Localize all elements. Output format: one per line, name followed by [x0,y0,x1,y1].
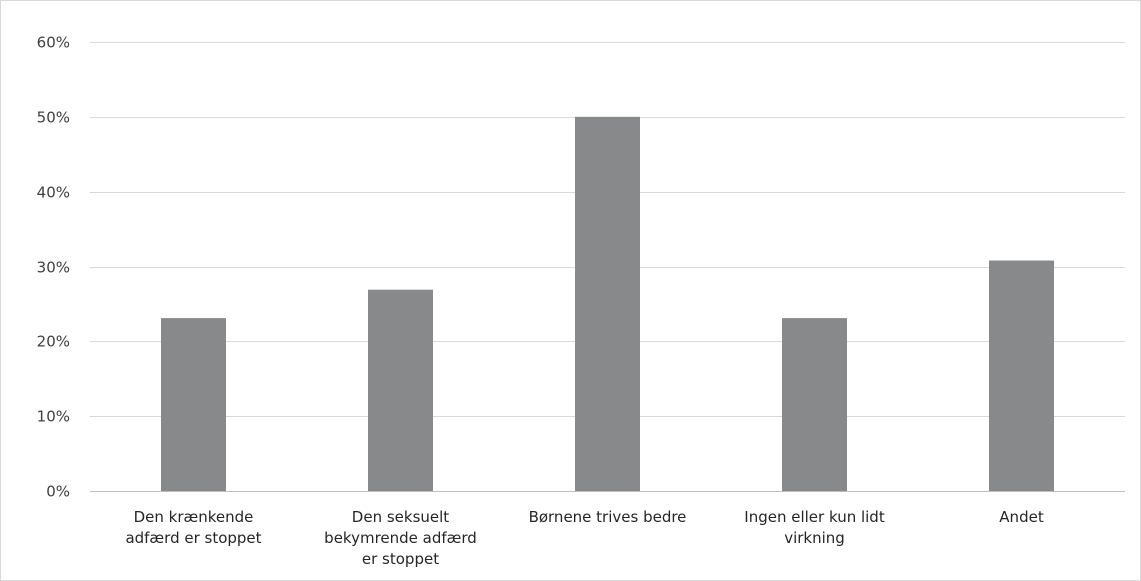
x-category-label-line: er stoppet [362,550,439,568]
y-tick-label: 0% [46,483,70,501]
y-tick-label: 30% [37,259,70,277]
x-category-label: Andet [999,508,1044,526]
y-tick-label: 60% [37,34,70,52]
x-category-label-line: adfærd er stoppet [125,529,261,547]
bar [161,318,226,491]
x-category-label-line: virkning [784,529,845,547]
x-category-label: Den krænkende adfærd er stoppet [125,508,261,547]
y-tick-label: 20% [37,333,70,351]
y-tick-label: 50% [37,109,70,127]
x-category-label: Den seksuelt bekymrende adfærd er stoppet [324,508,477,568]
x-category-label-line: Den krænkende [134,508,254,526]
x-category-label: Ingen eller kun lidt virkning [744,508,885,547]
x-category-label-line: Børnene trives bedre [529,508,687,526]
x-category-label-line: Ingen eller kun lidt [744,508,885,526]
x-category-label-line: bekymrende adfærd [324,529,477,547]
x-category-label-line: Den seksuelt [352,508,450,526]
bar [368,289,433,491]
y-tick-label: 40% [37,184,70,202]
x-axis-category-labels: Den krænkende adfærd er stoppet Den seksue… [125,508,1043,568]
x-category-label-line: Andet [999,508,1044,526]
bars [161,116,1054,492]
bar [575,116,640,492]
bar [989,260,1054,491]
y-tick-label: 10% [37,408,70,426]
bar [782,318,847,491]
y-axis-tick-labels: 0% 10% 20% 30% 40% 50% 60% [37,34,70,501]
x-category-label: Børnene trives bedre [529,508,687,526]
